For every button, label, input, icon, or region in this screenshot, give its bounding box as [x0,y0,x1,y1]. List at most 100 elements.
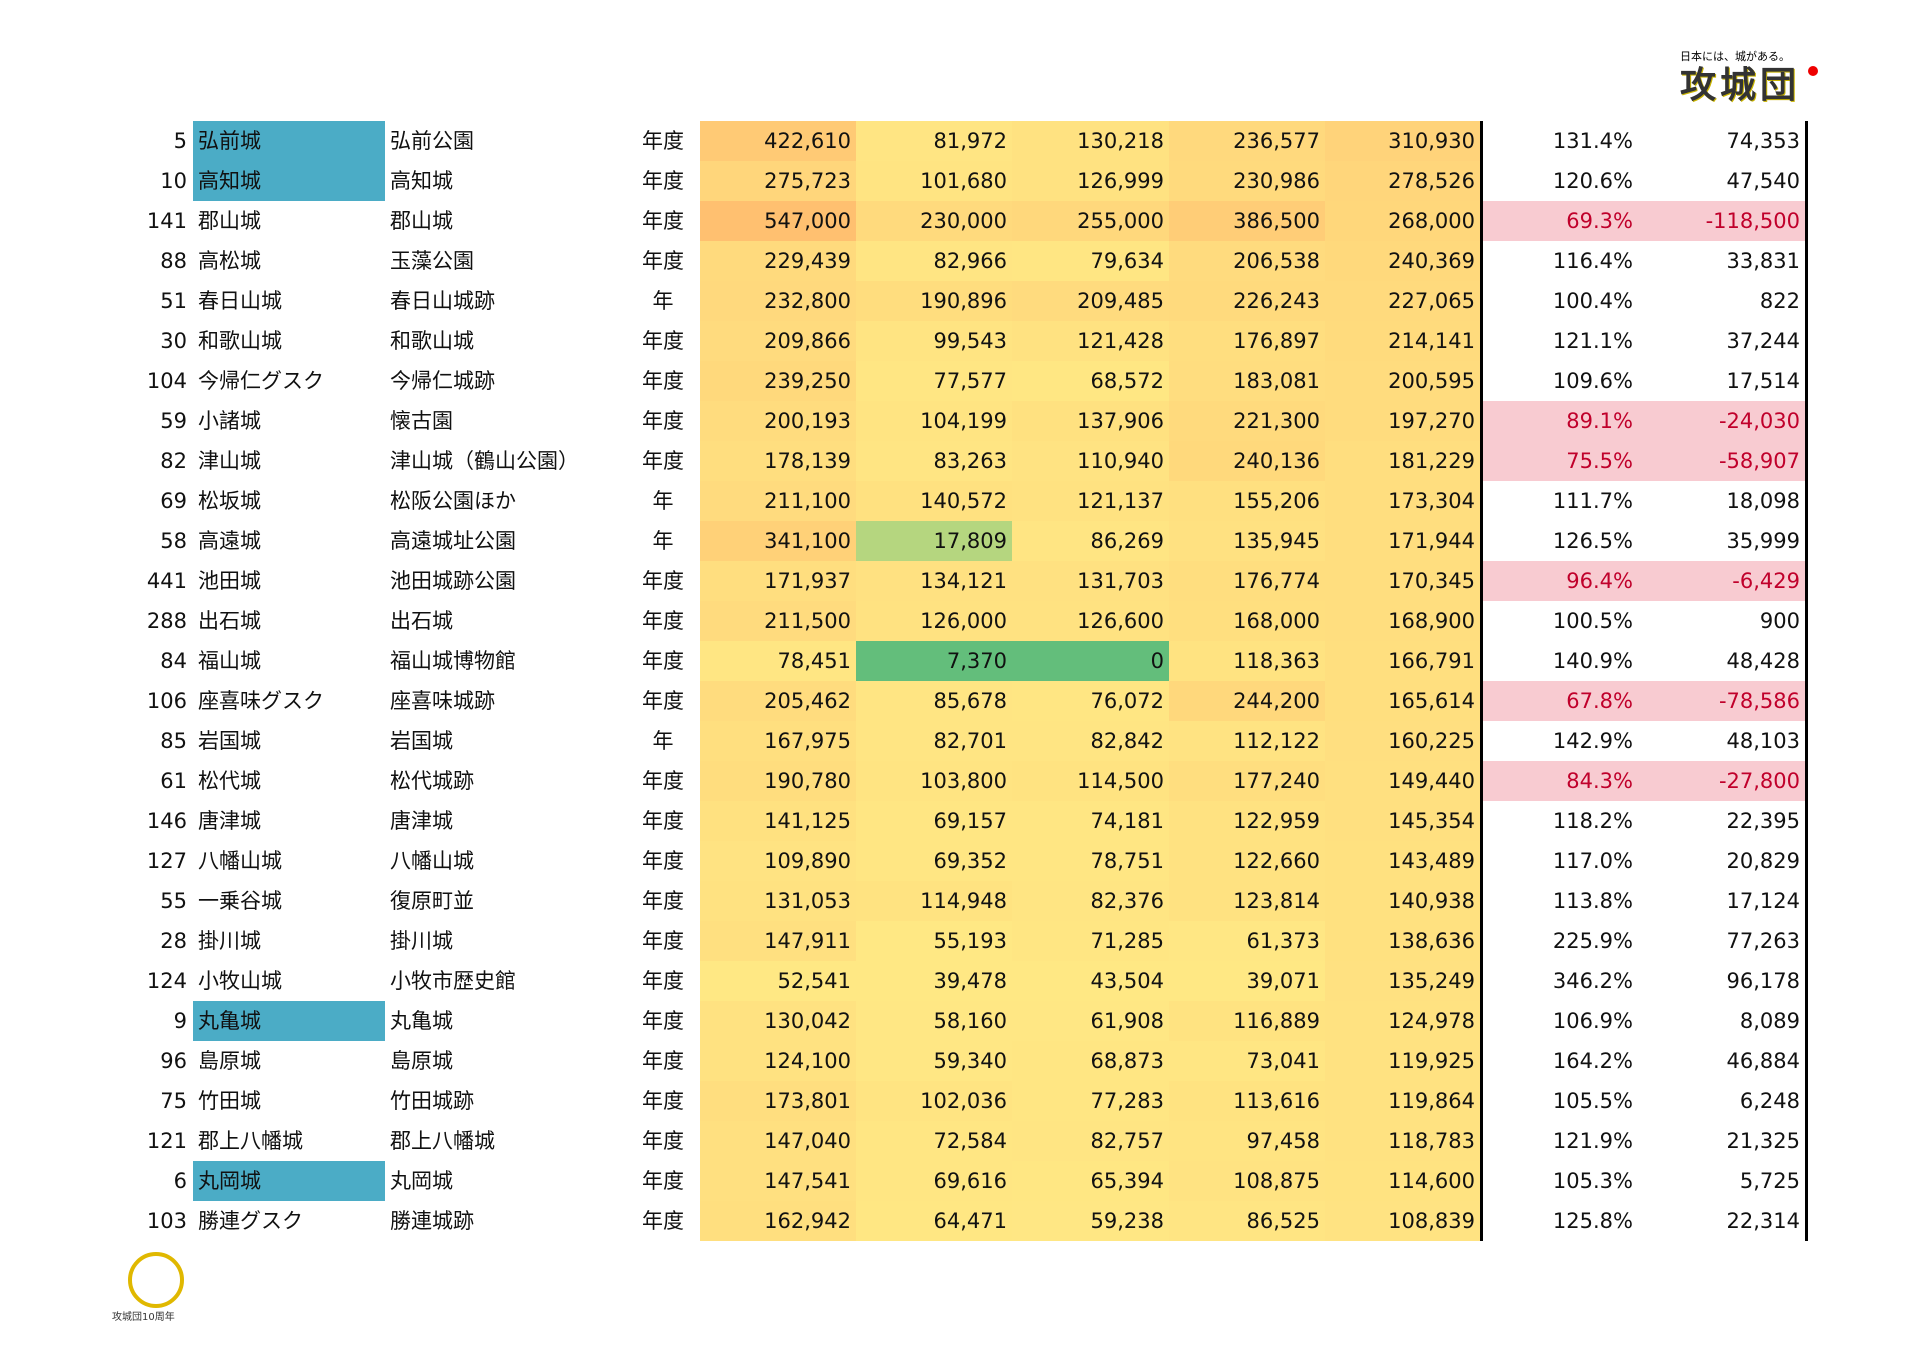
visitor-count: 126,600 [1012,601,1169,641]
visitor-count: 214,141 [1325,321,1480,361]
difference: 6,248 [1739,1089,1800,1113]
visitor-count: 65,394 [1012,1161,1169,1201]
ratio: 346.2% [1552,969,1633,993]
visitor-count: 547,000 [700,201,856,241]
period: 年度 [642,369,684,393]
visitor-count: 124,978 [1325,1001,1480,1041]
period: 年度 [642,129,684,153]
castle-name: 池田城 [198,569,261,593]
visitor-count: 165,614 [1325,681,1480,721]
visitor-count: 77,577 [856,361,1012,401]
visitor-count: 147,541 [700,1161,856,1201]
ratio: 113.8% [1552,889,1633,913]
visitor-count: 143,489 [1325,841,1480,881]
ratio: 75.5% [1483,441,1638,481]
rank: 84 [160,649,187,673]
visitor-count: 147,040 [700,1121,856,1161]
period: 年度 [642,849,684,873]
visitor-count: 240,369 [1325,241,1480,281]
visitor-count: 0 [1012,641,1169,681]
visitor-count: 17,809 [856,521,1012,561]
visitor-count: 190,896 [856,281,1012,321]
ratio: 67.8% [1483,681,1638,721]
difference: -118,500 [1638,201,1805,241]
rank: 146 [146,809,187,833]
place: 津山城（鶴山公園） [390,449,579,473]
visitor-count: 168,900 [1325,601,1480,641]
visitor-count: 170,345 [1325,561,1480,601]
visitor-count: 55,193 [856,921,1012,961]
ratio: 105.5% [1552,1089,1633,1113]
visitor-count: 137,906 [1012,401,1169,441]
flag-dot [1808,66,1818,76]
visitor-count: 121,137 [1012,481,1169,521]
castle-name: 岩国城 [198,729,261,753]
visitor-count: 114,500 [1012,761,1169,801]
ratio: 106.9% [1552,1009,1633,1033]
place: 郡山城 [390,209,453,233]
place: 玉藻公園 [390,249,474,273]
period: 年 [652,289,674,313]
visitor-count: 119,864 [1325,1081,1480,1121]
visitor-count: 82,966 [856,241,1012,281]
period: 年度 [642,409,684,433]
period: 年度 [642,1169,684,1193]
visitor-count: 78,451 [700,641,856,681]
logo-text: 攻城団 [1680,65,1801,106]
ratio: 100.5% [1552,609,1633,633]
visitor-count: 76,072 [1012,681,1169,721]
castle-name: 島原城 [198,1049,261,1073]
difference: 822 [1759,289,1800,313]
visitor-count: 278,526 [1325,161,1480,201]
difference: 18,098 [1726,489,1800,513]
castle-name: 掛川城 [198,929,261,953]
visitor-count: 178,139 [700,441,856,481]
visitor-count: 230,986 [1169,161,1325,201]
visitor-count: 79,634 [1012,241,1169,281]
visitor-count: 171,944 [1325,521,1480,561]
footer-logo: 攻城団10周年 [112,1252,202,1324]
column-divider [1805,121,1808,1241]
place: 出石城 [390,609,453,633]
visitor-count: 131,703 [1012,561,1169,601]
castle-name: 丸岡城 [193,1161,385,1201]
place: 島原城 [390,1049,453,1073]
visitor-count: 244,200 [1169,681,1325,721]
difference: -27,800 [1638,761,1805,801]
visitor-count: 211,100 [700,481,856,521]
rank: 58 [160,529,187,553]
ratio: 100.4% [1552,289,1633,313]
period: 年度 [642,169,684,193]
ratio: 120.6% [1552,169,1633,193]
visitor-count: 82,757 [1012,1121,1169,1161]
place: 高遠城址公園 [390,529,516,553]
visitor-count: 227,065 [1325,281,1480,321]
place: 松阪公園ほか [390,489,516,513]
visitor-count: 131,053 [700,881,856,921]
ratio: 117.0% [1552,849,1633,873]
visitor-count: 39,478 [856,961,1012,1001]
visitor-count: 64,471 [856,1201,1012,1241]
difference: -24,030 [1638,401,1805,441]
visitor-count: 99,543 [856,321,1012,361]
castle-name: 竹田城 [198,1089,261,1113]
visitor-count: 135,945 [1169,521,1325,561]
visitor-count: 239,250 [700,361,856,401]
visitor-count: 209,866 [700,321,856,361]
visitor-count: 166,791 [1325,641,1480,681]
visitor-count: 190,780 [700,761,856,801]
period: 年 [652,729,674,753]
visitor-count: 86,269 [1012,521,1169,561]
rank: 59 [160,409,187,433]
period: 年度 [642,689,684,713]
visitor-count: 77,283 [1012,1081,1169,1121]
visitor-count: 69,352 [856,841,1012,881]
castle-name: 郡山城 [198,209,261,233]
header-logo: 日本には、城がある。 攻城団 [1680,48,1826,120]
visitor-count: 341,100 [700,521,856,561]
rank: 124 [146,969,187,993]
ratio: 142.9% [1552,729,1633,753]
period: 年度 [642,329,684,353]
castle-name: 勝連グスク [198,1209,303,1233]
visitor-count: 209,485 [1012,281,1169,321]
